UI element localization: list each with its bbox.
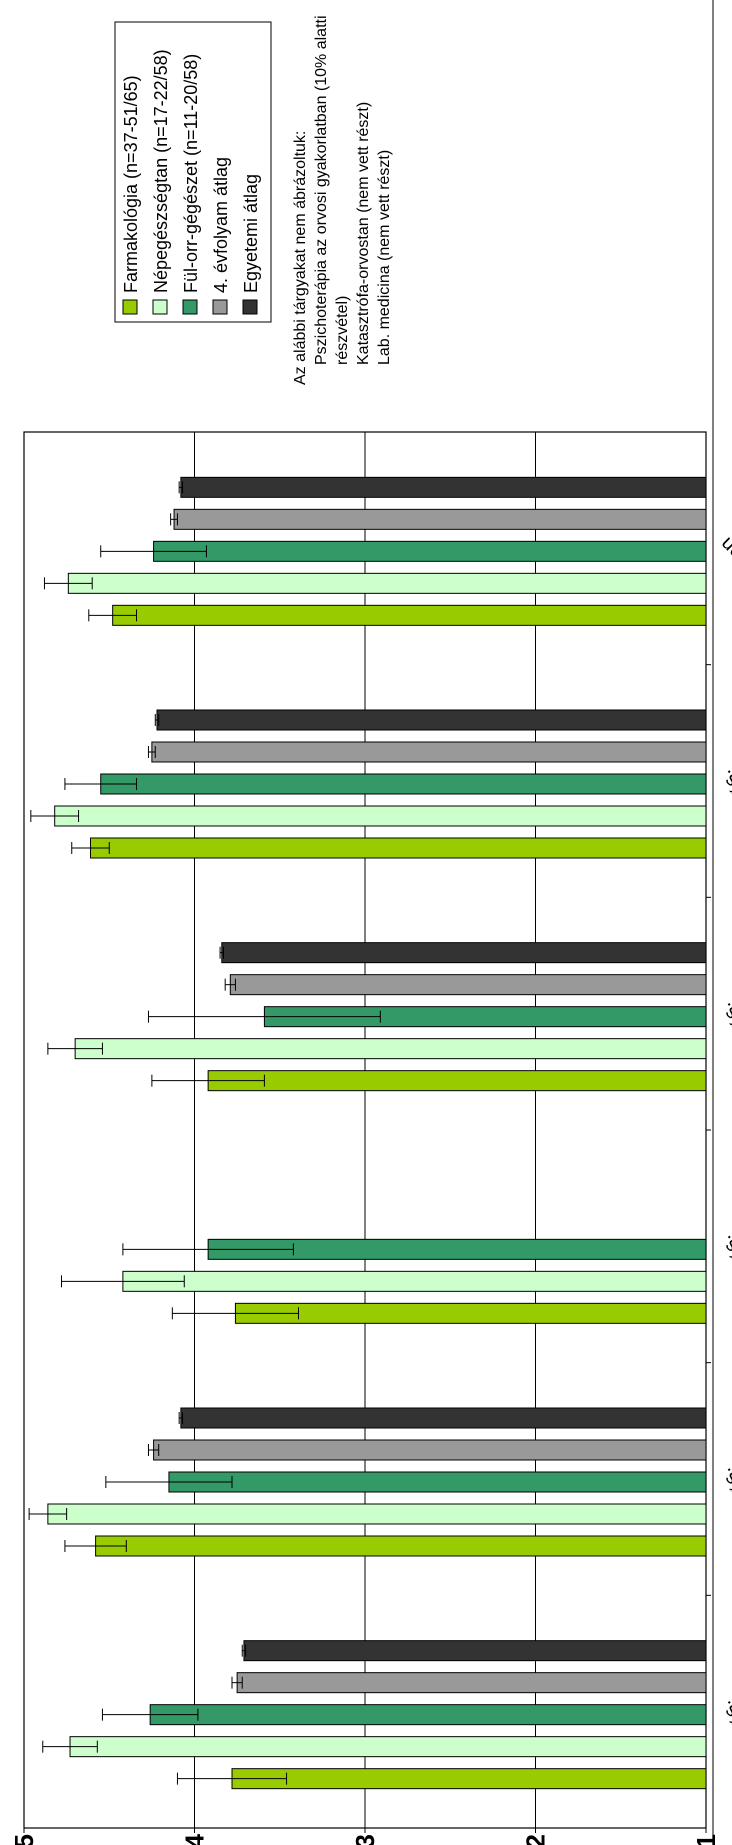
y-tick-label: 2 — [521, 1834, 551, 1845]
y-tick-label: 5 — [9, 1834, 39, 1845]
bar — [153, 540, 707, 562]
x-tick-label: 8. Tankönyv jelentős. — [716, 1231, 732, 1378]
x-tick-label: 7. Gyak. jelentős. — [716, 1463, 732, 1588]
note-line: Lab. medicina (nem vett részt) — [376, 150, 393, 365]
bar — [207, 1070, 707, 1092]
legend-swatch — [122, 299, 138, 315]
bar — [54, 805, 707, 827]
x-tick-label: 5. Ead. jelentős. — [716, 1696, 732, 1813]
bar — [236, 1672, 707, 1694]
legend-swatch — [242, 299, 258, 315]
bar — [180, 476, 707, 498]
y-tick-label: 4 — [180, 1833, 210, 1845]
x-tick-label: 9. WEB any. jelentős. — [716, 998, 732, 1148]
bar — [74, 1038, 707, 1060]
legend-label: Fül-orr-gégészet (n=11-20/58) — [181, 54, 201, 293]
bar — [168, 1471, 707, 1493]
bar — [100, 773, 707, 795]
legend-box — [114, 21, 272, 323]
legend-label: Egyetemi átlag — [241, 174, 261, 293]
note-line: Pszichoterápia az orvosi gyakorlatban (1… — [313, 15, 330, 365]
bar — [180, 1407, 707, 1429]
legend-label: Farmakológia (n=37-51/65) — [121, 75, 141, 293]
bar — [231, 1768, 707, 1790]
omitted-subjects-note: Az alábbi tárgyakat nem ábrázoltuk: Pszic… — [292, 15, 393, 385]
bar — [95, 1535, 707, 1557]
x-tick-label: 12. Oktatók jelentős. — [716, 765, 732, 909]
bar — [69, 1736, 707, 1758]
bar — [151, 741, 707, 763]
note-line: részvétel) — [334, 296, 351, 365]
bar — [156, 709, 707, 731]
legend-swatch — [182, 299, 198, 315]
legend-label: Népegészségtan (n=17-22/58) — [151, 49, 171, 293]
bar — [67, 572, 707, 594]
legend: Farmakológia (n=37-51/65) Népegészségtan … — [114, 21, 272, 323]
bar — [173, 508, 707, 530]
note-line: Az alábbi tárgyakat nem ábrázoltuk: — [292, 131, 309, 385]
bar — [112, 604, 707, 626]
bar — [234, 1302, 707, 1324]
note-line: Katasztrófa-orvostan (nem vett részt) — [355, 102, 372, 365]
y-tick-label: 1 — [691, 1834, 721, 1845]
bar — [89, 837, 707, 859]
plot-area: 1 2 3 4 5 5. Ead. jelentős. 7. Gyak. jelentős.… — [9, 431, 732, 1845]
legend-label: 4. évfolyam átlag — [211, 157, 231, 293]
bar — [221, 942, 707, 964]
bar — [122, 1270, 707, 1292]
bar — [243, 1640, 707, 1662]
bar — [149, 1704, 707, 1726]
x-tick-label: 13. Összességében — [716, 533, 732, 674]
bar — [47, 1503, 707, 1525]
bar — [229, 974, 707, 996]
bar — [153, 1439, 707, 1461]
legend-swatch — [212, 299, 228, 315]
legend-swatch — [152, 299, 168, 315]
y-tick-label: 3 — [350, 1834, 380, 1845]
